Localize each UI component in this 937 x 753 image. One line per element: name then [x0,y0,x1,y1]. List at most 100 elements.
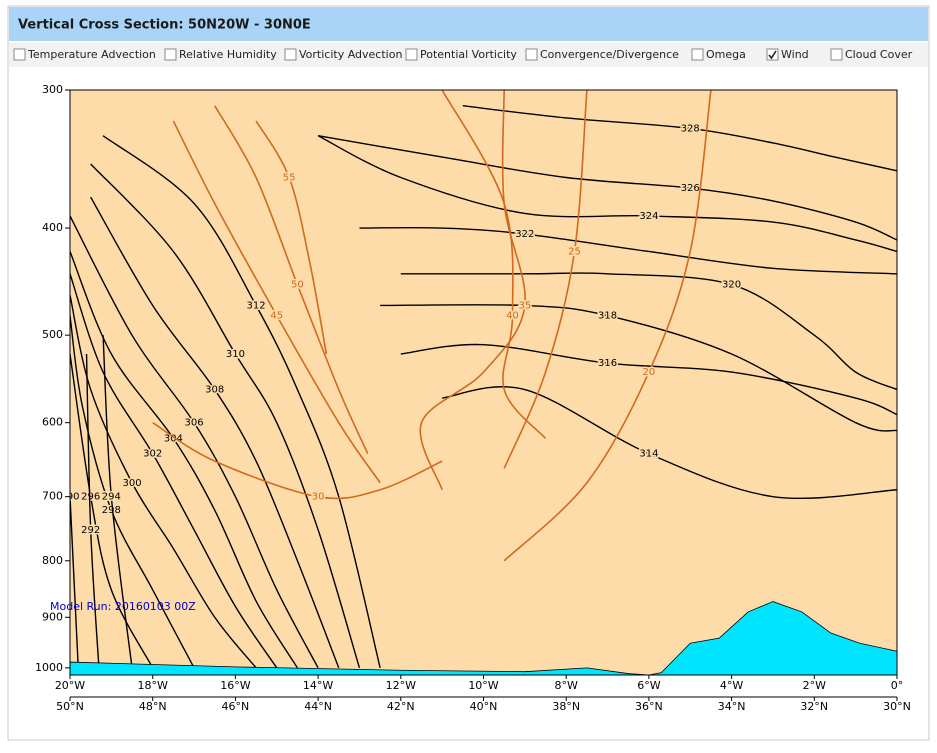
terrain [70,601,897,675]
contour-line [90,163,361,669]
contour-line [462,105,897,172]
checkbox[interactable] [766,48,779,61]
contour-line [255,120,328,355]
contour-label: 318 [598,311,617,322]
contour-line [70,496,79,668]
x2-tick-label: 44°N [304,700,332,713]
contour-label: 290 [60,492,79,503]
header-bar [9,7,928,41]
contour-label: 320 [722,280,741,291]
checkbox[interactable] [164,48,177,61]
contour-label: 292 [81,525,100,536]
contour-line [503,90,588,469]
checkbox[interactable] [525,48,538,61]
checkbox[interactable] [830,48,843,61]
contour-label: 45 [270,311,283,322]
contour-line [317,135,897,241]
contour-line [85,353,100,668]
x2-tick-label: 30°N [883,700,911,713]
contour-label: 304 [164,433,183,444]
plot-background [70,90,897,675]
contour-label: 25 [568,246,581,257]
x2-tick-label: 38°N [552,700,580,713]
contour-line [214,105,369,454]
checkbox-label[interactable]: Omega [706,48,746,61]
check-mark [768,50,777,60]
contour-label: 40 [506,311,519,322]
checkbox-label[interactable]: Vorticity Advection [299,48,402,61]
x-tick-label: 6°W [637,679,660,692]
y-tick-label: 800 [42,554,63,567]
contour-line [70,353,154,669]
x-tick-label: 14°W [303,679,333,692]
y-tick-label: 600 [42,416,63,429]
contour-line [70,215,319,669]
contour-line [400,343,897,416]
contour-line [317,135,897,253]
y-tick-label: 300 [42,83,63,96]
y-tick-label: 400 [42,221,63,234]
contour-label: 306 [185,418,204,429]
contour-label: 55 [283,173,296,184]
contour-line [172,120,381,484]
x-tick-label: 2°W [803,679,826,692]
contour-label: 310 [226,349,245,360]
x2-tick-label: 34°N [718,700,746,713]
checkbox-label[interactable]: Wind [781,48,809,61]
checkbox-label[interactable]: Potential Vorticity [420,48,517,61]
checkbox[interactable] [405,48,418,61]
contour-line [441,90,547,439]
contour-label: 312 [247,300,266,311]
contour-label: 316 [598,358,617,369]
contour-line [102,135,381,669]
checkbox-label[interactable]: Temperature Advection [27,48,156,61]
checkbox-label[interactable]: Relative Humidity [179,48,277,61]
contour-label: 294 [102,492,121,503]
contour-label: 20 [643,367,656,378]
contour-line [102,335,133,668]
x-tick-label: 8°W [555,679,578,692]
x-tick-label: 4°W [720,679,743,692]
contour-label: 298 [102,505,121,516]
x-tick-label: 10°W [468,679,498,692]
y-tick-label: 500 [42,328,63,341]
contour-line [152,422,443,500]
checkbox-label[interactable]: Convergence/Divergence [540,48,679,61]
contour-line [90,196,340,669]
x2-tick-label: 36°N [635,700,663,713]
x-tick-label: 18°W [138,679,168,692]
x-tick-label: 16°W [220,679,250,692]
checkbox[interactable] [284,48,297,61]
checkbox-label[interactable]: Cloud Cover [845,48,913,61]
contour-line [503,90,712,562]
contour-label: 30 [312,492,325,503]
x2-tick-label: 48°N [139,700,167,713]
x2-tick-label: 32°N [800,700,828,713]
checkbox[interactable] [691,48,704,61]
contour-line [400,272,897,391]
contour-label: 50 [291,280,304,291]
contour-label: 308 [205,385,224,396]
contour-line [70,273,278,669]
checkbox[interactable] [13,48,26,61]
x2-tick-label: 42°N [387,700,415,713]
y-tick-label: 900 [42,610,63,623]
x-tick-label: 20°W [55,679,85,692]
contour-label: 328 [681,123,700,134]
x2-tick-label: 50°N [56,700,84,713]
x2-tick-label: 46°N [222,700,250,713]
contour-label: 326 [681,183,700,194]
x-tick-label: 0° [891,679,904,692]
plot-area: 3283263243223203183163143123103083063043… [60,90,897,675]
contour-label: 300 [122,478,141,489]
contour-label: 35 [518,300,531,311]
contour-label: 324 [639,211,658,222]
contour-line [70,315,195,669]
contour-label: 302 [143,449,162,460]
x-tick-label: 12°W [386,679,416,692]
contour-line [419,90,527,491]
contour-label: 314 [639,449,658,460]
contour-line [359,226,897,275]
header-title: Vertical Cross Section: 50N20W - 30N0E [18,18,311,33]
